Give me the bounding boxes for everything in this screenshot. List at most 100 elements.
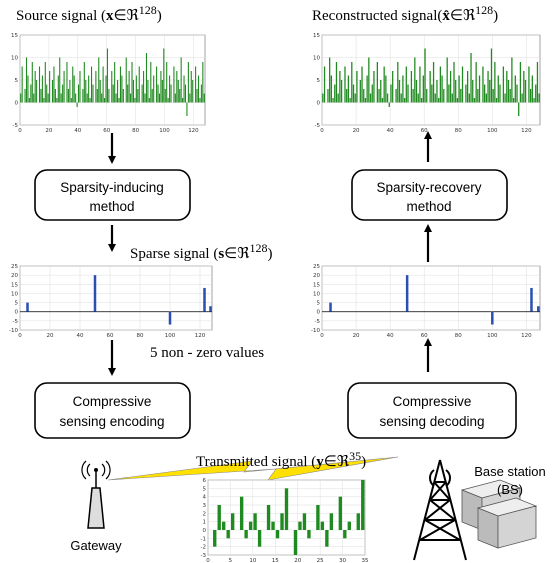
bar [415, 80, 418, 103]
bar [339, 71, 341, 103]
chart-title: Reconstructed signal(x̂∈ℜ128) [312, 3, 498, 24]
y-tick-label: 10 [313, 291, 320, 297]
bar [148, 98, 150, 103]
bar [390, 84, 392, 103]
bar [33, 93, 35, 103]
bar [329, 302, 332, 312]
bar [106, 48, 108, 103]
x-tick-label: 25 [317, 558, 324, 563]
y-tick-label: 0 [317, 310, 321, 316]
y-tick-label: 5 [15, 78, 19, 84]
tower-icon [413, 459, 467, 561]
x-tick-label: 40 [387, 333, 394, 339]
bar [49, 71, 51, 103]
bar [54, 89, 56, 103]
y-tick-label: -3 [201, 553, 207, 559]
bar [280, 513, 284, 530]
bar [477, 89, 479, 103]
bar [468, 93, 470, 103]
bar [271, 521, 275, 530]
node-box [34, 169, 191, 221]
bar [512, 98, 515, 103]
bar [383, 66, 385, 103]
x-tick-label: 120 [521, 333, 532, 339]
bar [492, 89, 494, 103]
x-tick-label: 20 [353, 128, 360, 134]
wireless-link [107, 456, 399, 481]
title-part: ∈ℜ [113, 8, 139, 24]
bar [44, 62, 46, 103]
bar [266, 505, 271, 530]
bar [170, 84, 172, 103]
x-tick-label: 120 [195, 333, 206, 339]
bar [538, 93, 540, 103]
x-tick-label: 0 [206, 558, 210, 563]
bar [203, 287, 206, 312]
bar [26, 302, 29, 312]
y-tick-label: -5 [315, 123, 321, 129]
bar [475, 62, 477, 103]
bar [253, 513, 257, 530]
bar [118, 98, 120, 103]
bar [491, 311, 494, 325]
x-tick-label: 60 [421, 333, 428, 339]
y-tick-label: 15 [11, 282, 18, 288]
bar [504, 93, 506, 103]
bar [363, 89, 365, 103]
gateway-icon [81, 460, 111, 529]
bar [143, 71, 145, 103]
node-text: Compressive [73, 394, 152, 409]
title-part: Reconstructed signal( [312, 8, 442, 24]
bar [436, 80, 438, 103]
x-tick-label: 120 [521, 128, 532, 134]
bar [67, 89, 69, 103]
node-box [351, 169, 508, 221]
bar [478, 75, 481, 103]
y-tick-label: 15 [313, 282, 320, 288]
bar [356, 513, 360, 530]
bar [455, 80, 457, 103]
bar [284, 488, 289, 530]
bar [521, 93, 523, 103]
bar [66, 62, 68, 103]
bar [88, 75, 90, 103]
x-tick-label: 80 [455, 128, 462, 134]
bar [516, 84, 518, 103]
bar [349, 98, 351, 103]
title-part: ) [157, 8, 162, 24]
x-tick-label: 60 [107, 333, 114, 339]
bar [482, 66, 484, 103]
bar [158, 93, 161, 103]
bar [502, 66, 505, 103]
bar [145, 53, 148, 103]
bar [195, 66, 197, 103]
bar [405, 66, 407, 103]
y-tick-label: 0 [203, 528, 207, 534]
bar [405, 275, 409, 312]
bar [410, 71, 413, 103]
x-tick-label: 100 [487, 333, 498, 339]
y-tick-label: 20 [11, 273, 18, 279]
bar [199, 98, 201, 103]
bar [202, 62, 204, 103]
title-part: 128 [249, 241, 267, 255]
bar [530, 287, 533, 312]
bar [72, 66, 74, 103]
bar [213, 530, 217, 547]
bar [166, 62, 168, 103]
bar [30, 84, 32, 103]
bar [121, 75, 123, 103]
bar [335, 62, 338, 103]
bar [239, 496, 244, 530]
bar [102, 66, 104, 103]
bar [329, 513, 334, 530]
bar [449, 71, 452, 103]
label: Gateway [70, 538, 122, 553]
bar [302, 513, 307, 530]
y-tick-label: -5 [13, 319, 19, 325]
bar [128, 71, 130, 103]
bar [114, 62, 116, 103]
bar [484, 84, 486, 103]
node-box [34, 382, 191, 439]
bar [98, 57, 100, 103]
